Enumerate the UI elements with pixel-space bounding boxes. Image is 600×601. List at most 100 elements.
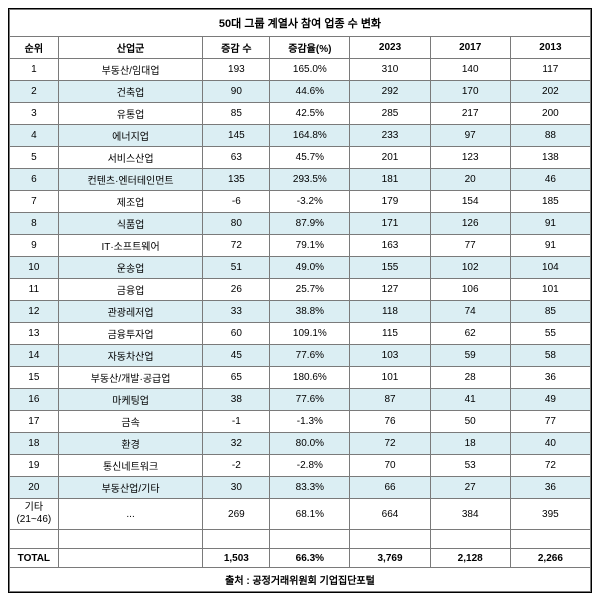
col-2023: 2023 <box>350 37 430 59</box>
cell-2023: 292 <box>350 81 430 103</box>
cell-2017: 154 <box>430 191 510 213</box>
col-2013: 2013 <box>510 37 590 59</box>
cell-rank: 2 <box>10 81 59 103</box>
cell-2013: 91 <box>510 235 590 257</box>
cell-count: -1 <box>203 411 270 433</box>
cell-rank: 9 <box>10 235 59 257</box>
cell-2017: 126 <box>430 213 510 235</box>
cell-2023: 115 <box>350 323 430 345</box>
cell-pct: 165.0% <box>270 59 350 81</box>
cell-pct: 44.6% <box>270 81 350 103</box>
cell-2017: 18 <box>430 433 510 455</box>
cell-rank: 19 <box>10 455 59 477</box>
cell-pct: -1.3% <box>270 411 350 433</box>
cell-industry: 운송업 <box>58 257 203 279</box>
cell-count: 193 <box>203 59 270 81</box>
table-row: 18환경3280.0%721840 <box>10 433 591 455</box>
cell-2013: 36 <box>510 367 590 389</box>
cell-rank-etc: 기타(21~46) <box>10 499 59 530</box>
table-row: 8식품업8087.9%17112691 <box>10 213 591 235</box>
cell-count: 60 <box>203 323 270 345</box>
cell-2013: 49 <box>510 389 590 411</box>
cell-2023: 285 <box>350 103 430 125</box>
table-row: 1부동산/임대업193165.0%310140117 <box>10 59 591 81</box>
empty <box>270 530 350 549</box>
cell-2013: 88 <box>510 125 590 147</box>
cell-pct: 109.1% <box>270 323 350 345</box>
cell-2017: 20 <box>430 169 510 191</box>
cell-pct: 180.6% <box>270 367 350 389</box>
cell-industry: 금속 <box>58 411 203 433</box>
spacer-row <box>10 530 591 549</box>
cell-2017: 50 <box>430 411 510 433</box>
cell-pct: 80.0% <box>270 433 350 455</box>
cell-count: 269 <box>203 499 270 530</box>
cell-industry: 부동산/임대업 <box>58 59 203 81</box>
cell-industry: 제조업 <box>58 191 203 213</box>
cell-rank: 20 <box>10 477 59 499</box>
cell-rank: 18 <box>10 433 59 455</box>
total-2013: 2,266 <box>510 549 590 568</box>
cell-pct: 79.1% <box>270 235 350 257</box>
cell-2017: 217 <box>430 103 510 125</box>
total-row: TOTAL1,50366.3%3,7692,1282,266 <box>10 549 591 568</box>
cell-pct: 42.5% <box>270 103 350 125</box>
cell-pct: 38.8% <box>270 301 350 323</box>
total-2017: 2,128 <box>430 549 510 568</box>
total-pct: 66.3% <box>270 549 350 568</box>
cell-industry: 관광레저업 <box>58 301 203 323</box>
cell-2017: 27 <box>430 477 510 499</box>
cell-2023: 310 <box>350 59 430 81</box>
cell-2017: 170 <box>430 81 510 103</box>
cell-2013: 117 <box>510 59 590 81</box>
cell-2017: 74 <box>430 301 510 323</box>
cell-count: 80 <box>203 213 270 235</box>
empty <box>430 530 510 549</box>
cell-rank: 3 <box>10 103 59 125</box>
cell-2013: 46 <box>510 169 590 191</box>
col-2017: 2017 <box>430 37 510 59</box>
cell-rank: 4 <box>10 125 59 147</box>
cell-industry: 컨텐츠·엔터테인먼트 <box>58 169 203 191</box>
cell-pct: 25.7% <box>270 279 350 301</box>
cell-rank: 11 <box>10 279 59 301</box>
cell-2017: 77 <box>430 235 510 257</box>
cell-count: 72 <box>203 235 270 257</box>
table-row: 20부동산업/기타3083.3%662736 <box>10 477 591 499</box>
cell-pct: 45.7% <box>270 147 350 169</box>
cell-industry: 금융투자업 <box>58 323 203 345</box>
data-table: 50대 그룹 계열사 참여 업종 수 변화 순위 산업군 증감 수 증감율(%)… <box>9 9 591 592</box>
cell-industry: 서비스산업 <box>58 147 203 169</box>
cell-rank: 15 <box>10 367 59 389</box>
empty <box>10 530 59 549</box>
cell-industry: 부동산/개발·공급업 <box>58 367 203 389</box>
cell-2017: 59 <box>430 345 510 367</box>
cell-rank: 5 <box>10 147 59 169</box>
cell-2023: 76 <box>350 411 430 433</box>
cell-2013: 85 <box>510 301 590 323</box>
table-row: 19통신네트워크-2-2.8%705372 <box>10 455 591 477</box>
cell-rank: 14 <box>10 345 59 367</box>
cell-2023: 70 <box>350 455 430 477</box>
cell-industry: ... <box>58 499 203 530</box>
cell-pct: 87.9% <box>270 213 350 235</box>
col-industry: 산업군 <box>58 37 203 59</box>
cell-2017: 28 <box>430 367 510 389</box>
cell-2017: 97 <box>430 125 510 147</box>
cell-rank: 17 <box>10 411 59 433</box>
cell-2023: 163 <box>350 235 430 257</box>
cell-count: 135 <box>203 169 270 191</box>
table-row: 12관광레저업3338.8%1187485 <box>10 301 591 323</box>
cell-2013: 202 <box>510 81 590 103</box>
table-row: 7제조업-6-3.2%179154185 <box>10 191 591 213</box>
cell-pct: 77.6% <box>270 389 350 411</box>
cell-2023: 127 <box>350 279 430 301</box>
header-row: 순위 산업군 증감 수 증감율(%) 2023 2017 2013 <box>10 37 591 59</box>
cell-industry: 금융업 <box>58 279 203 301</box>
cell-count: 145 <box>203 125 270 147</box>
cell-rank: 1 <box>10 59 59 81</box>
cell-2013: 40 <box>510 433 590 455</box>
col-count: 증감 수 <box>203 37 270 59</box>
cell-2017: 41 <box>430 389 510 411</box>
cell-2013: 185 <box>510 191 590 213</box>
